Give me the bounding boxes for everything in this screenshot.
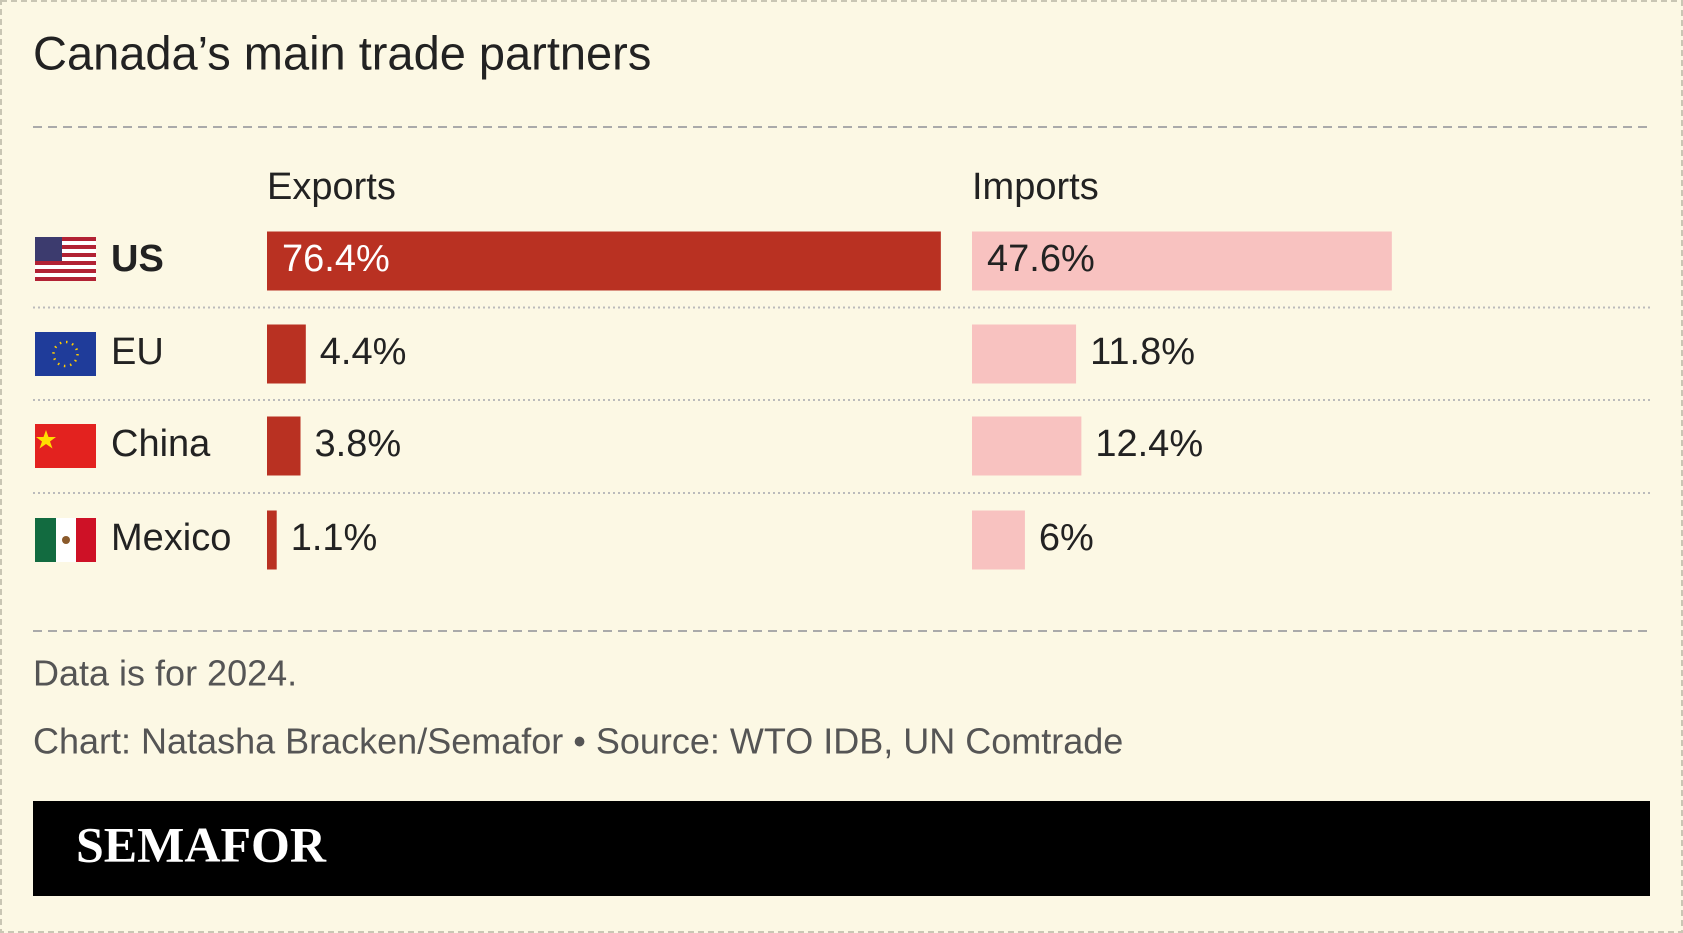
- bar: [972, 231, 1392, 291]
- value-label: 76.4%: [282, 238, 390, 280]
- bar: [972, 510, 1025, 570]
- value-label: 3.8%: [315, 423, 402, 465]
- footer-bar: [33, 801, 1650, 896]
- flag-eu: [35, 332, 96, 376]
- category-label: Mexico: [111, 517, 231, 559]
- value-label: 1.1%: [291, 517, 378, 559]
- source: Chart: Natasha Bracken/Semafor • Source:…: [33, 721, 1123, 762]
- value-label: 47.6%: [987, 238, 1095, 280]
- chart-title: Canada’s main trade partners: [33, 26, 651, 79]
- value-label: 6%: [1039, 517, 1094, 559]
- panel-header: Imports: [972, 166, 1099, 208]
- category-label: EU: [111, 331, 164, 373]
- bar: [267, 416, 301, 476]
- bar: [267, 324, 306, 384]
- flag-china: [35, 424, 96, 468]
- logo: SEMAFOR: [76, 816, 327, 872]
- bar: [972, 416, 1082, 476]
- value-label: 4.4%: [320, 331, 407, 373]
- value-label: 12.4%: [1095, 423, 1203, 465]
- bar: [267, 510, 277, 570]
- panel-header: Exports: [267, 166, 396, 208]
- category-label: China: [111, 423, 211, 465]
- note: Data is for 2024.: [33, 653, 297, 694]
- bar: [267, 231, 941, 291]
- bar: [972, 324, 1077, 384]
- value-label: 11.8%: [1090, 331, 1195, 373]
- flag-mexico: [35, 518, 96, 562]
- flag-us: [35, 237, 96, 281]
- category-label: US: [111, 238, 164, 280]
